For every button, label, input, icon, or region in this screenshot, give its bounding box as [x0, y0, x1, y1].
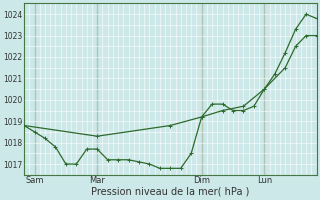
X-axis label: Pression niveau de la mer( hPa ): Pression niveau de la mer( hPa ) — [91, 187, 250, 197]
